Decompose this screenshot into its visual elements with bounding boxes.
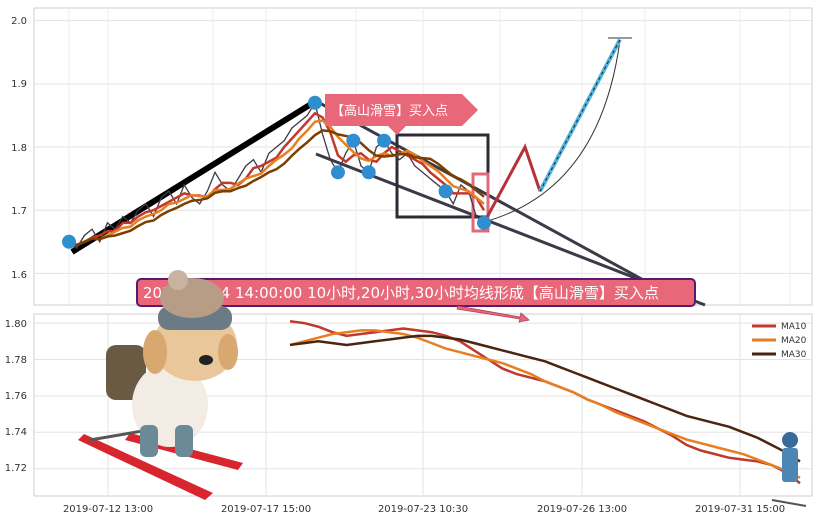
x-tick-label: 2019-07-12 13:00 xyxy=(63,504,153,515)
ma-y-tick-label: 1.76 xyxy=(5,391,27,402)
x-tick-label: 2019-07-31 15:00 xyxy=(695,504,785,515)
ski-left xyxy=(78,434,213,500)
projection-segment xyxy=(482,143,542,224)
ma-y-tick-label: 1.78 xyxy=(5,355,27,366)
pixel-skier-icon xyxy=(771,432,807,507)
ma-y-tick-label: 1.74 xyxy=(5,427,27,438)
pivot-point xyxy=(377,133,392,148)
price-y-tick-label: 2.0 xyxy=(11,16,27,27)
ma-y-tick-label: 1.72 xyxy=(5,463,27,474)
pivot-point xyxy=(438,184,453,199)
pivot-point xyxy=(307,95,322,110)
dog-ear xyxy=(218,334,238,370)
price-y-tick-label: 1.6 xyxy=(11,270,27,281)
callout-shape xyxy=(325,94,478,135)
legend-label-ma10: MA10 xyxy=(781,322,807,332)
price-series xyxy=(68,101,485,250)
pixel-skier-head xyxy=(782,432,798,448)
callout-text: 【高山滑雪】买入点 xyxy=(331,103,448,119)
dog-nose xyxy=(199,355,213,365)
price-panel-ma-line xyxy=(68,129,485,247)
ma-series-line-ma20 xyxy=(289,329,801,479)
buy-point-callout: 【高山滑雪】买入点 xyxy=(325,94,478,135)
pivot-point xyxy=(361,165,376,180)
price-y-tick-label: 1.8 xyxy=(11,143,27,154)
ma-lines xyxy=(289,320,801,485)
pivot-point xyxy=(346,133,361,148)
price-panel-ma-line xyxy=(68,119,485,247)
projection-path xyxy=(482,38,622,224)
projection-target-dash xyxy=(539,39,621,192)
price-y-tick-label: 1.7 xyxy=(11,206,27,217)
pixel-skier-body xyxy=(782,448,798,482)
signal-banner: 2019-07-24 14:00:00 10小时,20小时,30小时均线形成【高… xyxy=(136,278,696,323)
legend: MA10 MA20 MA30 xyxy=(752,322,807,360)
price-line xyxy=(68,101,485,250)
hat-pompom xyxy=(168,270,188,290)
price-panel-ma-line xyxy=(68,111,486,247)
breakout-box xyxy=(471,172,490,233)
price-y-tick-label: 1.9 xyxy=(11,79,27,90)
banner-text: 2019-07-24 14:00:00 10小时,20小时,30小时均线形成【高… xyxy=(143,284,659,302)
pivot-points xyxy=(62,95,491,249)
ma-series-line-ma30 xyxy=(289,334,801,463)
dog-leg-right xyxy=(175,425,193,457)
pivot-point xyxy=(477,215,491,230)
projection-arc xyxy=(483,39,621,223)
dog-leg-left xyxy=(140,425,158,457)
x-tick-label: 2019-07-17 15:00 xyxy=(221,504,311,515)
skiing-dog-illustration xyxy=(78,270,243,500)
pixel-skier-skis xyxy=(771,499,807,507)
banner-box xyxy=(136,278,696,307)
price-panel-ma-lines xyxy=(68,111,486,247)
banner-arrow xyxy=(456,305,530,323)
legend-label-ma30: MA30 xyxy=(781,350,807,360)
pivot-point xyxy=(330,165,345,180)
ma-y-tick-label: 1.80 xyxy=(5,319,27,330)
dog-ear xyxy=(143,330,167,374)
x-tick-label: 2019-07-26 13:00 xyxy=(537,504,627,515)
pivot-point xyxy=(62,234,76,249)
legend-label-ma20: MA20 xyxy=(781,336,807,346)
x-tick-label: 2019-07-23 10:30 xyxy=(378,504,468,515)
price-panel-grid xyxy=(34,8,812,305)
upper-trend-line xyxy=(315,99,681,302)
